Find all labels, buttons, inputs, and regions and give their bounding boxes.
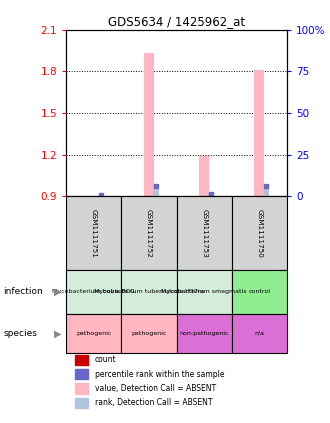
Text: control: control — [248, 289, 271, 294]
Bar — [177, 314, 232, 353]
Bar — [199, 156, 209, 197]
Text: pathogenic: pathogenic — [131, 331, 167, 336]
Text: count: count — [95, 355, 116, 364]
Text: GSM1111751: GSM1111751 — [91, 209, 97, 258]
Bar — [75, 383, 88, 394]
Bar — [75, 369, 88, 379]
Text: GSM1111750: GSM1111750 — [256, 209, 262, 258]
Text: ▶: ▶ — [54, 328, 62, 338]
Bar — [232, 197, 287, 269]
Bar — [264, 186, 269, 197]
Text: GSM1111753: GSM1111753 — [201, 209, 207, 258]
Text: infection: infection — [3, 287, 43, 296]
Text: ▶: ▶ — [54, 287, 62, 297]
Bar — [232, 314, 287, 353]
Bar — [153, 186, 159, 197]
Bar — [66, 314, 121, 353]
Bar — [177, 197, 232, 269]
Bar — [121, 269, 177, 314]
Text: value, Detection Call = ABSENT: value, Detection Call = ABSENT — [95, 384, 216, 393]
Bar — [144, 53, 154, 197]
Text: n/a: n/a — [254, 331, 264, 336]
Bar — [232, 269, 287, 314]
Text: GSM1111752: GSM1111752 — [146, 209, 152, 258]
Text: species: species — [3, 329, 37, 338]
Text: percentile rank within the sample: percentile rank within the sample — [95, 370, 224, 379]
Title: GDS5634 / 1425962_at: GDS5634 / 1425962_at — [108, 16, 245, 28]
Text: non-pathogenic: non-pathogenic — [180, 331, 229, 336]
Text: Mycobacterium smegmatis: Mycobacterium smegmatis — [161, 289, 247, 294]
Bar — [121, 314, 177, 353]
Bar — [75, 398, 88, 408]
Bar — [121, 197, 177, 269]
Bar — [66, 197, 121, 269]
Text: Mycobacterium bovis BCG: Mycobacterium bovis BCG — [52, 289, 135, 294]
Bar — [177, 269, 232, 314]
Bar — [75, 354, 88, 365]
Text: Mycobacterium tuberculosis H37ra: Mycobacterium tuberculosis H37ra — [94, 289, 204, 294]
Bar — [254, 70, 264, 197]
Bar — [208, 195, 214, 197]
Text: pathogenic: pathogenic — [76, 331, 111, 336]
Text: rank, Detection Call = ABSENT: rank, Detection Call = ABSENT — [95, 398, 212, 407]
Bar — [66, 269, 121, 314]
